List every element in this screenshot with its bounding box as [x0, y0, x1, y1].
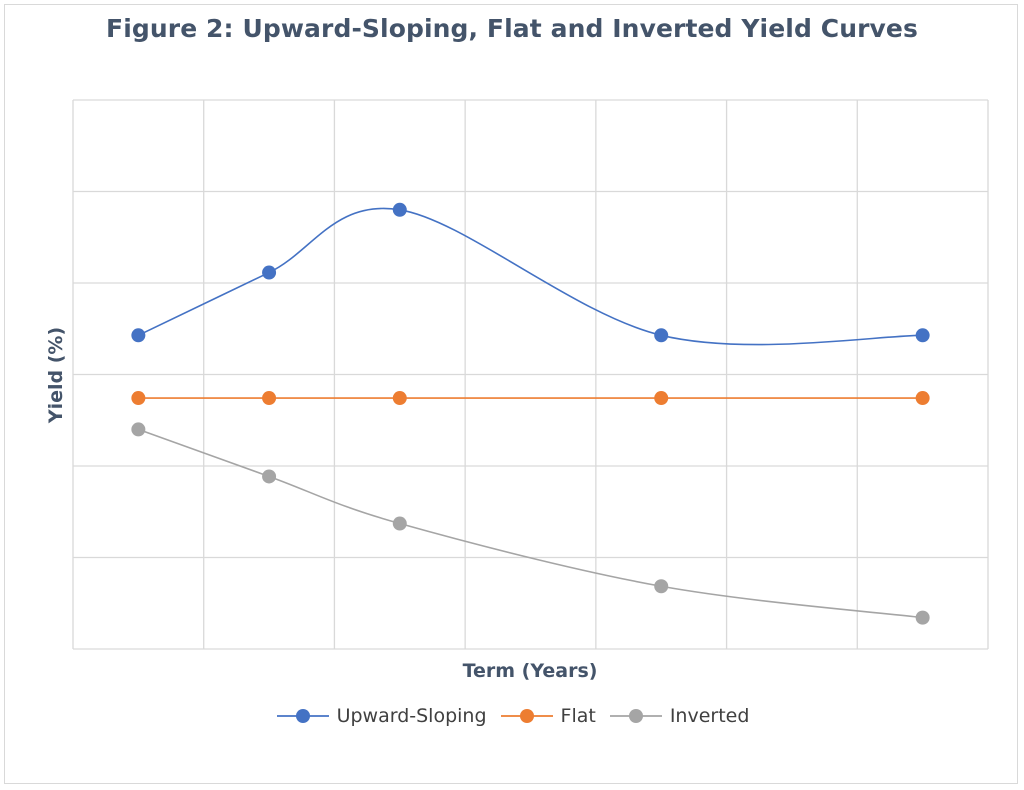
- data-point-upward-sloping: [915, 328, 930, 343]
- data-point-inverted: [262, 469, 277, 484]
- data-point-inverted: [915, 610, 930, 625]
- legend: Upward-Sloping Flat Inverted: [0, 704, 1024, 728]
- legend-label: Flat: [560, 705, 596, 727]
- legend-swatch-flat: [500, 709, 553, 723]
- data-point-upward-sloping: [654, 328, 669, 343]
- data-point-flat: [915, 391, 930, 406]
- x-axis-label: Term (Years): [463, 660, 598, 682]
- data-point-upward-sloping: [262, 265, 277, 280]
- series-line-inverted: [138, 428, 923, 619]
- series-flat: [131, 391, 930, 406]
- data-point-upward-sloping: [131, 328, 146, 343]
- data-point-flat: [392, 391, 407, 406]
- legend-item-inverted: Inverted: [608, 704, 750, 728]
- legend-swatch-inverted: [609, 709, 662, 723]
- legend-item-upward-sloping: Upward-Sloping: [275, 704, 487, 728]
- chart-frame: [4, 4, 1018, 784]
- data-point-upward-sloping: [392, 202, 407, 217]
- legend-label: Inverted: [669, 705, 750, 727]
- data-point-flat: [262, 391, 277, 406]
- data-point-inverted: [654, 579, 669, 594]
- series-line-upward-sloping: [138, 207, 923, 346]
- legend-label: Upward-Sloping: [336, 705, 487, 727]
- y-axis-label: Yield (%): [45, 327, 67, 424]
- chart-title: Figure 2: Upward-Sloping, Flat and Inver…: [106, 14, 918, 43]
- legend-item-flat: Flat: [499, 704, 596, 728]
- series-inverted: [131, 422, 930, 625]
- legend-swatch-upward-sloping: [276, 709, 329, 723]
- series-layer: [131, 202, 930, 625]
- data-point-flat: [131, 391, 146, 406]
- data-point-inverted: [131, 422, 146, 437]
- grid: [72, 99, 989, 650]
- series-upward-sloping: [131, 202, 930, 346]
- data-point-inverted: [392, 516, 407, 531]
- data-point-flat: [654, 391, 669, 406]
